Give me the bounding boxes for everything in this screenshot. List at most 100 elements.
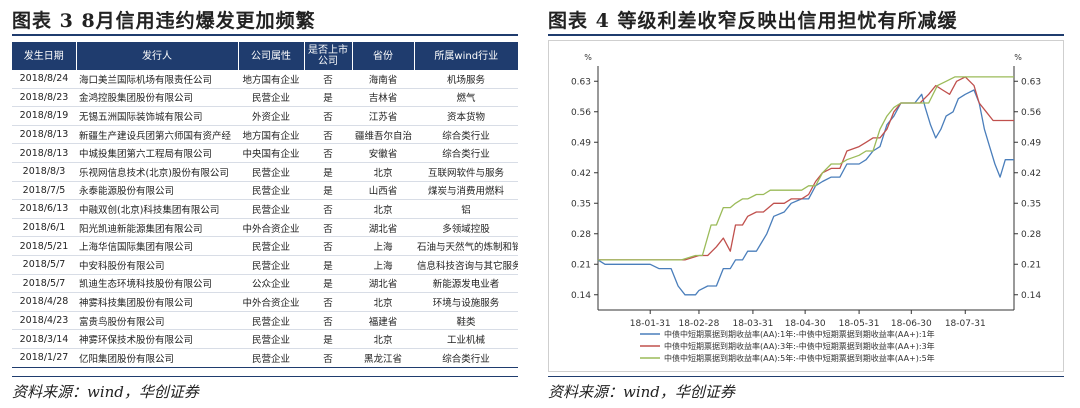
y-tick-label: 0.21 [571, 260, 591, 270]
table-cell: 综合类行业 [414, 143, 518, 163]
right-bottom-rule [548, 376, 1064, 377]
column-header: 所属wind行业 [414, 42, 518, 70]
table-cell: 煤炭与消费用燃料 [414, 181, 518, 201]
table-cell: 互联网软件与服务 [414, 162, 518, 182]
table-cell: 金鸿控股集团股份有限公司 [76, 88, 238, 108]
table-cell: 上海 [352, 255, 414, 275]
table-cell: 安徽省 [352, 143, 414, 163]
table-cell: 上海 [352, 236, 414, 256]
table-cell: 北京 [352, 329, 414, 349]
table-cell: 民营企业 [238, 236, 304, 256]
table-cell: 2018/8/24 [12, 70, 76, 89]
table-cell: 中安科股份有限公司 [76, 255, 238, 275]
table-cell: 上海华信国际集团有限公司 [76, 236, 238, 256]
y-tick-label: 0.42 [1021, 169, 1041, 179]
legend-label: 中债中短期票据到期收益率(AA):3年:-中债中短期票据到期收益率(AA+):3… [664, 341, 935, 351]
table-cell: 江苏省 [352, 106, 414, 126]
table-cell: 民营企业 [238, 181, 304, 201]
left-title-rule [12, 34, 518, 36]
table-cell: 是 [304, 329, 352, 349]
table-cell: 石油与天然气的炼制和销售 [414, 236, 518, 256]
table-cell: 2018/3/14 [12, 329, 76, 349]
table-cell: 地方国有企业 [238, 70, 304, 89]
table-row: 2018/6/1 阳光凯迪新能源集团有限公司 中外合资企业否湖北省 多领域控股 [12, 218, 518, 238]
table-cell: 2018/4/28 [12, 292, 76, 312]
column-header: 是否上市公司 [304, 42, 353, 70]
table-cell: 2018/5/7 [12, 274, 76, 294]
table-cell: 民营企业 [238, 162, 304, 182]
table-cell: 2018/8/3 [12, 162, 76, 182]
table-cell: 海口美兰国际机场有限责任公司 [76, 70, 238, 89]
table-cell: 北京 [352, 199, 414, 219]
table-cell: 2018/4/23 [12, 311, 76, 331]
table-cell: 是 [304, 274, 352, 294]
y-tick-label: 0.35 [1021, 199, 1041, 209]
x-tick-label: 18-07-31 [945, 319, 986, 329]
y-tick-label: 0.28 [1021, 230, 1041, 240]
table-cell: 湖北省 [352, 274, 414, 294]
table-cell: 中城投集团第六工程局有限公司 [76, 143, 238, 163]
table-cell: 2018/5/21 [12, 236, 76, 256]
table-cell: 永泰能源股份有限公司 [76, 181, 238, 201]
x-tick-label: 18-04-30 [785, 319, 826, 329]
chart-series [597, 76, 1014, 296]
table-body: 2018/8/24 海口美兰国际机场有限责任公司 地方国有企业否海南省 机场服务 201… [12, 70, 518, 368]
table-cell: 2018/6/13 [12, 199, 76, 219]
x-tick-label: 18-02-28 [679, 319, 720, 329]
table-cell: 铝 [414, 199, 518, 219]
table-cell: 地方国有企业 [238, 125, 304, 145]
table-cell: 山西省 [352, 181, 414, 201]
table-cell: 神雾科技集团股份有限公司 [76, 292, 238, 312]
column-header: 发生日期 [12, 42, 77, 70]
x-tick-label: 18-05-31 [839, 319, 880, 329]
table-cell: 乐视网信息技术(北京)股份有限公司 [76, 162, 238, 182]
chart-legend: 中债中短期票据到期收益率(AA):1年:-中债中短期票据到期收益率(AA+):1… [640, 329, 935, 363]
table-cell: 民营企业 [238, 348, 304, 368]
table-cell: 多领域控股 [414, 218, 518, 238]
table-row: 2018/8/19 无锡五洲国际装饰城有限公司 外资企业否江苏省 资本货物 [12, 106, 518, 126]
x-tick-label: 18-06-30 [891, 319, 932, 329]
table-cell: 无锡五洲国际装饰城有限公司 [76, 106, 238, 126]
right-panel-title: 图表 4 等级利差收窄反映出信用担忧有所减缓 [548, 10, 958, 32]
chart-axes: % % 0.14 0.14 0.21 0.21 0.28 0.28 0.35 0.35 0.42 0.… [571, 53, 1041, 329]
table-cell: 民营企业 [238, 311, 304, 331]
table-row: 2018/8/3 乐视网信息技术(北京)股份有限公司 民营企业是北京 互联网软件与服务 [12, 162, 518, 182]
table-row: 2018/8/13 新疆生产建设兵团第六师国有资产经 地方国有企业否疆维吾尔自治 综合… [12, 125, 518, 145]
column-header: 公司属性 [238, 42, 305, 70]
table-cell: 2018/8/13 [12, 143, 76, 163]
table-cell: 2018/5/7 [12, 255, 76, 275]
y-tick-label: 0.42 [571, 169, 591, 179]
table-cell: 资本货物 [414, 106, 518, 126]
table-cell: 新疆生产建设兵团第六师国有资产经 [76, 125, 238, 145]
table-cell: 是 [304, 255, 352, 275]
column-header: 发行人 [76, 42, 239, 70]
series-line [598, 76, 1014, 261]
table-cell: 民营企业 [238, 255, 304, 275]
table-row: 2018/3/14 神雾环保技术股份有限公司 民营企业是北京 工业机械 [12, 329, 518, 349]
table-cell: 北京 [352, 292, 414, 312]
y-tick-label: 0.21 [1021, 260, 1041, 270]
table-cell: 否 [304, 70, 352, 89]
y-tick-label: 0.49 [571, 138, 591, 148]
table-cell: 信息科技咨询与其它服务 [414, 255, 518, 275]
table-cell: 中融双创(北京)科技集团有限公司 [76, 199, 238, 219]
right-source-note: 资料来源：wind，华创证券 [548, 383, 735, 401]
table-cell: 否 [304, 125, 352, 145]
table-row: 2018/4/28 神雾科技集团股份有限公司 中外合资企业否北京 环境与设施服务 [12, 292, 518, 312]
table-cell: 否 [304, 311, 352, 331]
table-cell: 吉林省 [352, 88, 414, 108]
table-row: 2018/5/7 中安科股份有限公司 民营企业是上海 信息科技咨询与其它服务 [12, 255, 518, 275]
table-row: 2018/8/13 中城投集团第六工程局有限公司 中央国有企业否安徽省 综合类行业 [12, 143, 518, 163]
table-cell: 否 [304, 106, 352, 126]
y-tick-label: 0.63 [571, 77, 591, 87]
table-cell: 黑龙江省 [352, 348, 414, 368]
series-line [597, 89, 1014, 296]
right-title-rule [548, 34, 1064, 36]
table-cell: 富贵鸟股份有限公司 [76, 311, 238, 331]
table-cell: 燃气 [414, 88, 518, 108]
table-cell: 否 [304, 218, 352, 238]
table-row: 2018/8/23 金鸿控股集团股份有限公司 民营企业是吉林省 燃气 [12, 88, 518, 108]
table-cell: 民营企业 [238, 88, 304, 108]
table-cell: 凯迪生态环境科技股份有限公司 [76, 274, 238, 294]
table-cell: 阳光凯迪新能源集团有限公司 [76, 218, 238, 238]
